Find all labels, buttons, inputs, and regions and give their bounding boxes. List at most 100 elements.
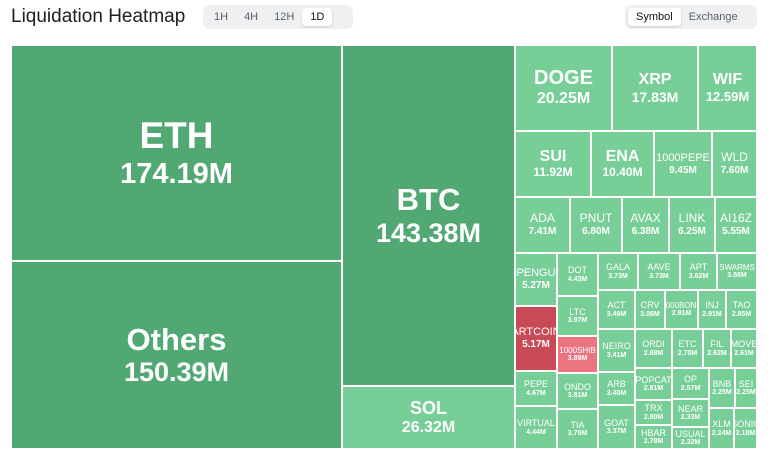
page-title: Liquidation Heatmap — [11, 6, 186, 27]
tile-1000shib[interactable]: 1000SHIB 3.89M — [557, 336, 598, 373]
tile-avax[interactable]: AVAX 6.38M — [622, 197, 669, 253]
tile-symbol: WLD — [721, 150, 748, 165]
tile-tao[interactable]: TAO 2.85M — [726, 290, 757, 329]
tile-tia[interactable]: TIA 3.79M — [557, 409, 598, 449]
tile-symbol: WIF — [712, 71, 743, 89]
view-symbol-button[interactable]: Symbol — [628, 8, 681, 26]
tile-goat[interactable]: GOAT 3.37M — [598, 405, 635, 449]
tile-symbol: AI16Z — [719, 211, 752, 226]
tile-aave[interactable]: AAVE 3.73M — [638, 253, 680, 290]
view-exchange-button[interactable]: Exchange — [688, 11, 738, 23]
tile-value: 2.61M — [734, 349, 754, 357]
tile-value: 2.78M — [643, 438, 664, 446]
tile-value: 26.32M — [401, 418, 456, 436]
tile-value: 2.91M — [671, 310, 692, 318]
tile-pepe[interactable]: PEPE 4.67M — [515, 371, 557, 406]
tile-value: 4.44M — [526, 428, 546, 436]
tile-xlm[interactable]: XLM 2.24M — [709, 408, 734, 449]
tile-near[interactable]: NEAR 2.33M — [672, 399, 709, 427]
tile-virtual[interactable]: VIRTUAL 4.44M — [515, 406, 557, 449]
tile-value: 6.38M — [631, 226, 660, 238]
tile-symbol: ETH — [139, 115, 214, 157]
tile-op[interactable]: OP 2.57M — [672, 368, 709, 399]
tile-value: 3.49M — [606, 310, 627, 318]
tile-symbol: SOL — [409, 397, 447, 418]
tile-fil[interactable]: FIL 2.62M — [703, 329, 731, 368]
tile-others[interactable]: Others 150.39M — [11, 261, 342, 449]
tile-symbol: ADA — [530, 211, 555, 226]
tile-symbol: CRV — [640, 300, 660, 311]
tile-symbol: AAVE — [647, 262, 671, 273]
tile-xrp[interactable]: XRP 17.83M — [612, 45, 698, 131]
tile-neiro[interactable]: NEIRO 3.41M — [598, 329, 635, 372]
tile-symbol: ACT — [607, 300, 626, 311]
tile-crv[interactable]: CRV 3.06M — [635, 290, 665, 329]
tile-value: 2.70M — [677, 349, 698, 357]
tile-apt[interactable]: APT 3.62M — [680, 253, 717, 290]
tile-gala[interactable]: GALA 3.73M — [598, 253, 638, 290]
tile-hbar[interactable]: HBAR 2.78M — [635, 425, 672, 449]
tile-act[interactable]: ACT 3.49M — [598, 290, 635, 329]
tile-symbol: ARB — [607, 379, 626, 390]
tile-wif[interactable]: WIF 12.59M — [698, 45, 757, 131]
tile-value: 11.92M — [533, 165, 573, 180]
tile-ondo[interactable]: ONDO 3.81M — [557, 373, 598, 409]
tile-sui[interactable]: SUI 11.92M — [515, 131, 591, 197]
tile-symbol: USUAL — [675, 428, 706, 439]
tile-symbol: SWARMS — [719, 262, 755, 272]
time-range-1h-button[interactable]: 1H — [214, 11, 229, 23]
tile-value: 174.19M — [120, 157, 233, 190]
tile-value: 3.73M — [649, 272, 669, 280]
tile-value: 20.25M — [536, 90, 591, 108]
tile-value: 3.62M — [688, 272, 709, 280]
time-range-12h-button[interactable]: 12H — [274, 11, 295, 23]
tile-value: 2.81M — [643, 385, 664, 393]
tile-symbol: PENGU — [516, 267, 556, 280]
tile-inj[interactable]: INJ 2.91M — [698, 290, 726, 329]
tile-arb[interactable]: ARB 3.40M — [598, 372, 635, 405]
tile-symbol: TIA — [570, 419, 585, 430]
tile-symbol: BNB — [712, 378, 732, 389]
tile-ordi[interactable]: ORDI 2.88M — [635, 329, 672, 368]
tile-value: 2.88M — [643, 349, 664, 357]
tile-value: 2.24M — [711, 429, 732, 437]
tile-1000bonk[interactable]: 1000BONK2.91M — [665, 290, 698, 329]
tile-symbol: XLM — [712, 419, 731, 430]
tile-move[interactable]: MOVE 2.61M — [731, 329, 757, 368]
tile-symbol: DOT — [568, 265, 587, 276]
tile-symbol: ENA — [605, 147, 640, 165]
tile-1000pepe[interactable]: 1000PEPE 9.45M — [654, 131, 712, 197]
tile-wld[interactable]: WLD 7.60M — [712, 131, 757, 197]
tile-pnut[interactable]: PNUT 6.80M — [570, 197, 622, 253]
tile-symbol: 1000PEPE — [656, 151, 710, 164]
time-range-4h-button[interactable]: 4H — [244, 11, 259, 23]
tile-sonic[interactable]: SONIC2.18M — [734, 408, 757, 449]
tile-symbol: 1000BONK — [665, 300, 697, 310]
tile-popcat[interactable]: POPCAT 2.81M — [635, 368, 672, 400]
tile-link[interactable]: LINK 6.25M — [669, 197, 715, 253]
tile-ena[interactable]: ENA 10.40M — [591, 131, 654, 197]
tile-bnb[interactable]: BNB 2.25M — [709, 368, 735, 408]
tile-dot[interactable]: DOT 4.43M — [557, 253, 598, 296]
tile-symbol: ARTCOIN — [516, 326, 556, 339]
tile-ltc[interactable]: LTC 3.97M — [557, 296, 598, 336]
tile-etc[interactable]: ETC 2.70M — [672, 329, 703, 368]
tile-swarms[interactable]: SWARMS 3.58M — [717, 253, 757, 290]
tile-sei[interactable]: SEI 2.25M — [735, 368, 757, 408]
tile-value: 3.79M — [567, 430, 588, 438]
tile-eth[interactable]: ETH 174.19M — [11, 45, 342, 261]
tile-ada[interactable]: ADA 7.41M — [515, 197, 570, 253]
tile-usual[interactable]: USUAL 2.32M — [672, 427, 709, 449]
tile-artcoin[interactable]: ARTCOIN5.17M — [515, 306, 557, 371]
tile-value: 3.40M — [606, 389, 627, 397]
tile-doge[interactable]: DOGE 20.25M — [515, 45, 612, 131]
tile-symbol: LTC — [569, 306, 586, 317]
tile-trx[interactable]: TRX 2.80M — [635, 400, 672, 425]
time-range-1d-button[interactable]: 1D — [302, 8, 333, 26]
tile-sol[interactable]: SOL 26.32M — [342, 386, 515, 449]
tile-pengu[interactable]: PENGU 5.27M — [515, 253, 557, 306]
tile-value: 5.27M — [522, 280, 550, 292]
tile-symbol: PNUT — [579, 211, 613, 226]
tile-ai16z[interactable]: AI16Z 5.55M — [715, 197, 757, 253]
tile-btc[interactable]: BTC 143.38M — [342, 45, 515, 386]
